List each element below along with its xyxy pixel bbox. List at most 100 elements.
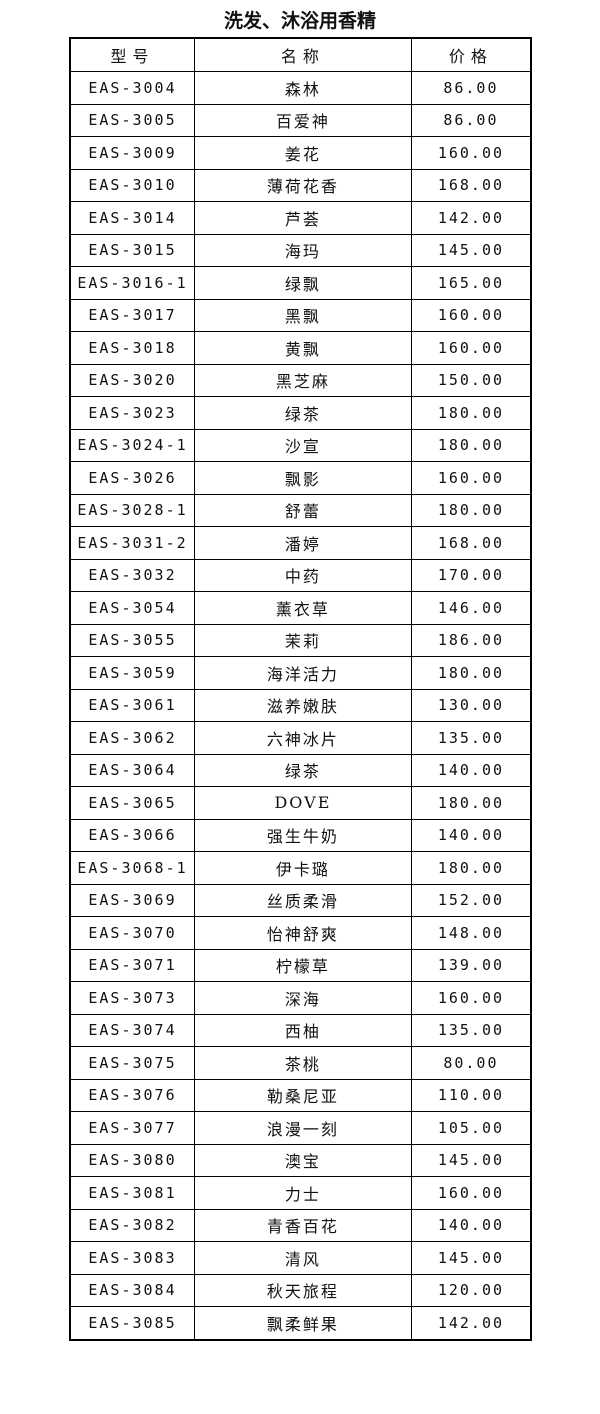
price-cell: 160.00: [410, 298, 532, 332]
name-cell: 秋天旅程: [194, 1273, 412, 1307]
model-cell: EAS-3061: [69, 688, 195, 722]
price-cell: 140.00: [410, 1208, 532, 1242]
table-row: EAS-3081 力士 160.00: [69, 1176, 532, 1210]
model-cell: EAS-3017: [69, 298, 195, 332]
name-cell: 飘柔鲜果: [194, 1306, 412, 1340]
model-cell: EAS-3084: [69, 1273, 195, 1307]
price-cell: 142.00: [410, 201, 532, 235]
table-row: EAS-3055 茉莉 186.00: [69, 623, 532, 657]
table-row: EAS-3069 丝质柔滑 152.00: [69, 883, 532, 917]
name-cell: 柠檬草: [194, 948, 412, 982]
price-cell: 135.00: [410, 721, 532, 755]
table-row: EAS-3026 飘影 160.00: [69, 461, 532, 495]
price-cell: 152.00: [410, 883, 532, 917]
name-cell: 飘影: [194, 461, 412, 495]
name-cell: 丝质柔滑: [194, 883, 412, 917]
price-cell: 142.00: [410, 1306, 532, 1340]
model-cell: EAS-3068-1: [69, 851, 195, 885]
model-cell: EAS-3018: [69, 331, 195, 365]
price-cell: 139.00: [410, 948, 532, 982]
model-cell: EAS-3020: [69, 363, 195, 397]
model-cell: EAS-3074: [69, 1013, 195, 1047]
name-cell: 海玛: [194, 233, 412, 267]
model-cell: EAS-3016-1: [69, 266, 195, 300]
price-cell: 150.00: [410, 363, 532, 397]
model-cell: EAS-3062: [69, 721, 195, 755]
table-row: EAS-3061 滋养嫩肤 130.00: [69, 688, 532, 722]
name-cell: 六神冰片: [194, 721, 412, 755]
price-cell: 160.00: [410, 1176, 532, 1210]
price-cell: 105.00: [410, 1111, 532, 1145]
price-cell: 180.00: [410, 786, 532, 820]
table-row: EAS-3014 芦荟 142.00: [69, 201, 532, 235]
table-row: EAS-3028-1 舒蕾 180.00: [69, 493, 532, 527]
model-cell: EAS-3055: [69, 623, 195, 657]
name-cell: 青香百花: [194, 1208, 412, 1242]
table-row: EAS-3018 黄飘 160.00: [69, 331, 532, 365]
model-cell: EAS-3081: [69, 1176, 195, 1210]
price-cell: 160.00: [410, 136, 532, 170]
table-row: EAS-3073 深海 160.00: [69, 981, 532, 1015]
name-cell: 滋养嫩肤: [194, 688, 412, 722]
model-cell: EAS-3026: [69, 461, 195, 495]
table-row: EAS-3084 秋天旅程 120.00: [69, 1273, 532, 1307]
price-cell: 180.00: [410, 656, 532, 690]
name-cell: 清风: [194, 1241, 412, 1275]
table-row: EAS-3024-1 沙宣 180.00: [69, 428, 532, 462]
name-cell: 舒蕾: [194, 493, 412, 527]
name-cell: 茶桃: [194, 1046, 412, 1080]
model-cell: EAS-3073: [69, 981, 195, 1015]
model-cell: EAS-3004: [69, 71, 195, 105]
price-cell: 140.00: [410, 753, 532, 787]
model-cell: EAS-3070: [69, 916, 195, 950]
model-cell: EAS-3005: [69, 103, 195, 137]
table-row: EAS-3070 怡神舒爽 148.00: [69, 916, 532, 950]
document-title: 洗发、沐浴用香精: [223, 10, 376, 32]
name-cell: 海洋活力: [194, 656, 412, 690]
table-row: EAS-3032 中药 170.00: [69, 558, 532, 592]
model-cell: EAS-3069: [69, 883, 195, 917]
table-row: EAS-3016-1 绿飘 165.00: [69, 266, 532, 300]
table-row: EAS-3077 浪漫一刻 105.00: [69, 1111, 532, 1145]
name-cell: 强生牛奶: [194, 818, 412, 852]
model-cell: EAS-3064: [69, 753, 195, 787]
name-cell: 森林: [194, 71, 412, 105]
model-cell: EAS-3032: [69, 558, 195, 592]
price-cell: 120.00: [410, 1273, 532, 1307]
model-cell: EAS-3031-2: [69, 526, 195, 560]
name-cell: 西柚: [194, 1013, 412, 1047]
name-cell: DOVE: [194, 786, 412, 820]
model-cell: EAS-3014: [69, 201, 195, 235]
price-cell: 160.00: [410, 981, 532, 1015]
model-cell: EAS-3015: [69, 233, 195, 267]
name-cell: 薄荷花香: [194, 168, 412, 202]
price-cell: 148.00: [410, 916, 532, 950]
price-table: 型号 名称 价格 EAS-3004 森林 86.00 EAS-3005 百爱神 86.00…: [69, 37, 532, 1341]
table-row: EAS-3075 茶桃 80.00: [69, 1046, 532, 1080]
table-row: EAS-3004 森林 86.00: [69, 71, 532, 105]
table-row: EAS-3085 飘柔鲜果 142.00: [69, 1306, 532, 1340]
table-row: EAS-3009 姜花 160.00: [69, 136, 532, 170]
table-row: EAS-3064 绿茶 140.00: [69, 753, 532, 787]
model-cell: EAS-3009: [69, 136, 195, 170]
name-cell: 沙宣: [194, 428, 412, 462]
table-row: EAS-3054 薰衣草 146.00: [69, 591, 532, 625]
name-cell: 黑飘: [194, 298, 412, 332]
name-cell: 黑芝麻: [194, 363, 412, 397]
price-cell: 168.00: [410, 168, 532, 202]
name-cell: 薰衣草: [194, 591, 412, 625]
table-body: EAS-3004 森林 86.00 EAS-3005 百爱神 86.00 EAS-3009 姜…: [69, 71, 532, 1340]
name-cell: 绿飘: [194, 266, 412, 300]
name-cell: 深海: [194, 981, 412, 1015]
table-row: EAS-3082 青香百花 140.00: [69, 1208, 532, 1242]
model-cell: EAS-3076: [69, 1078, 195, 1112]
name-cell: 怡神舒爽: [194, 916, 412, 950]
model-cell: EAS-3080: [69, 1143, 195, 1177]
price-cell: 86.00: [410, 71, 532, 105]
price-cell: 180.00: [410, 396, 532, 430]
model-cell: EAS-3024-1: [69, 428, 195, 462]
name-cell: 勒桑尼亚: [194, 1078, 412, 1112]
model-cell: EAS-3083: [69, 1241, 195, 1275]
model-cell: EAS-3077: [69, 1111, 195, 1145]
price-cell: 160.00: [410, 331, 532, 365]
